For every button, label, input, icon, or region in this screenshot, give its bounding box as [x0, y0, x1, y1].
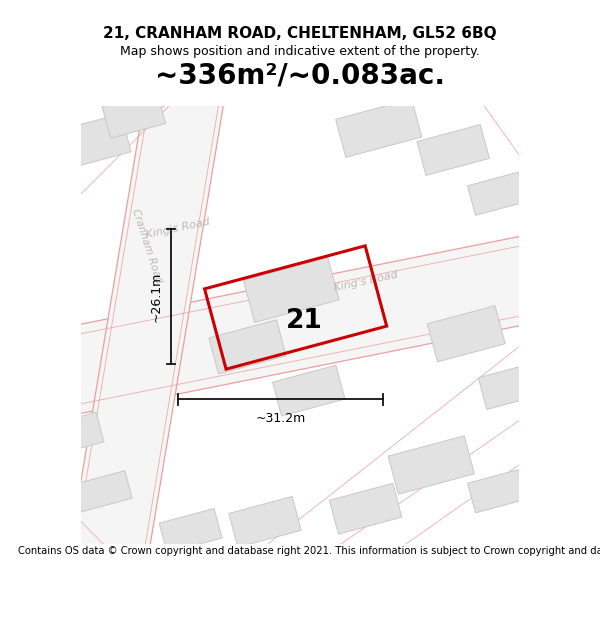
Polygon shape	[41, 412, 104, 456]
Polygon shape	[102, 92, 166, 138]
Polygon shape	[74, 471, 132, 512]
Text: Contains OS data © Crown copyright and database right 2021. This information is : Contains OS data © Crown copyright and d…	[18, 546, 600, 556]
Text: 21, CRANHAM ROAD, CHELTENHAM, GL52 6BQ: 21, CRANHAM ROAD, CHELTENHAM, GL52 6BQ	[103, 26, 497, 41]
Polygon shape	[417, 124, 490, 176]
Polygon shape	[335, 99, 422, 158]
Text: King's Road: King's Road	[332, 269, 398, 293]
Polygon shape	[478, 363, 542, 409]
Polygon shape	[467, 172, 526, 216]
Polygon shape	[244, 258, 339, 322]
Text: ~26.1m: ~26.1m	[149, 271, 162, 322]
Text: Cranham Road: Cranham Road	[130, 208, 164, 284]
Polygon shape	[329, 483, 402, 534]
Text: ~336m²/~0.083ac.: ~336m²/~0.083ac.	[155, 61, 445, 89]
Polygon shape	[209, 320, 286, 374]
Polygon shape	[388, 436, 475, 494]
Text: King's Road: King's Road	[145, 217, 211, 241]
Polygon shape	[229, 496, 301, 548]
Polygon shape	[427, 306, 505, 362]
Polygon shape	[467, 469, 526, 513]
Text: 21: 21	[286, 308, 323, 334]
Polygon shape	[64, 56, 229, 594]
Text: ~31.2m: ~31.2m	[255, 412, 305, 424]
Polygon shape	[159, 509, 222, 552]
Polygon shape	[29, 229, 571, 421]
Polygon shape	[58, 114, 131, 169]
Text: Map shows position and indicative extent of the property.: Map shows position and indicative extent…	[120, 45, 480, 58]
Polygon shape	[272, 365, 345, 416]
